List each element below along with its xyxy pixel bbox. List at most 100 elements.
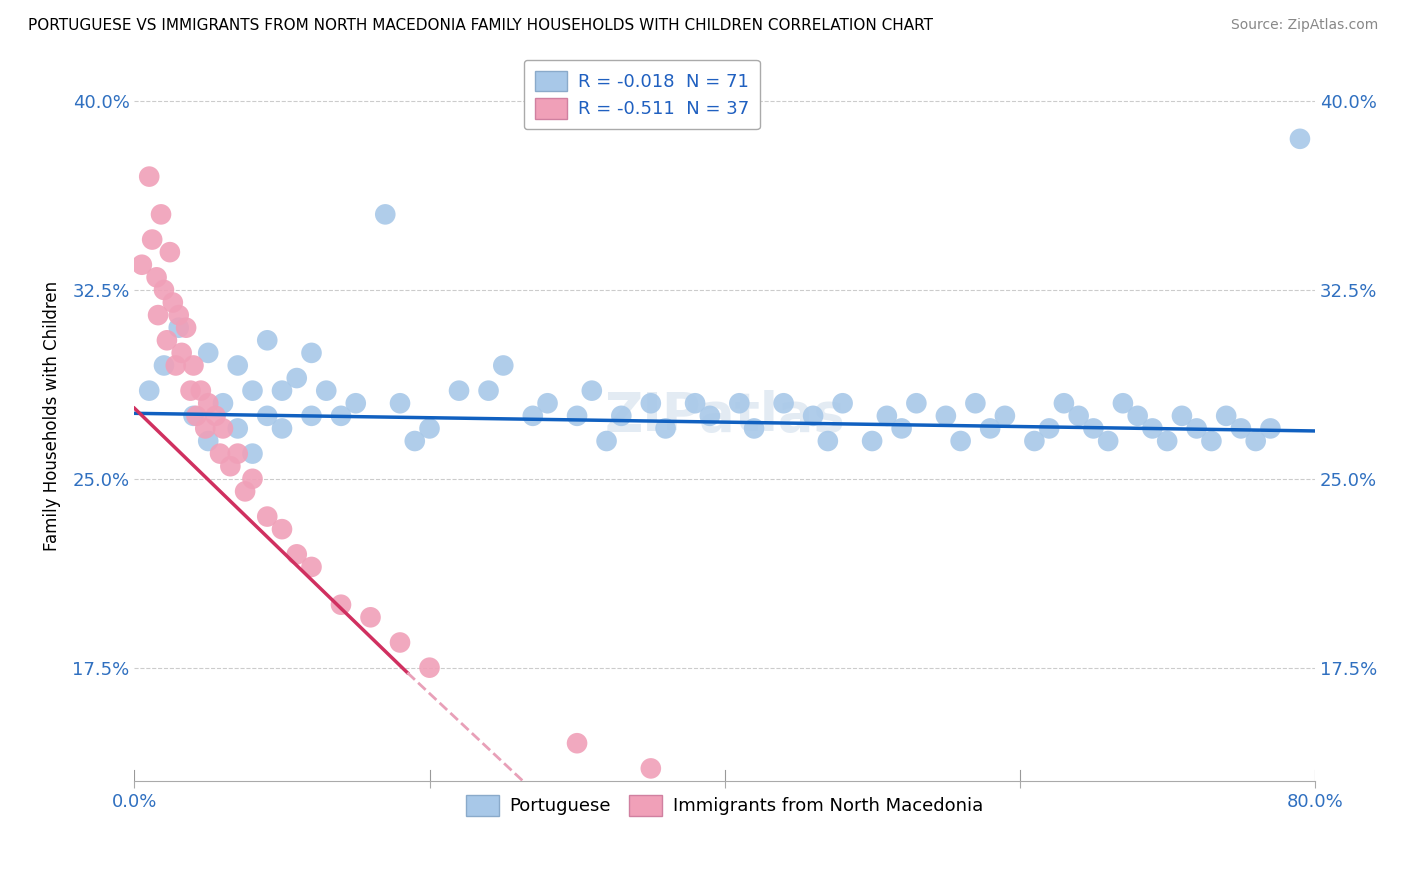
- Point: [418, 661, 440, 675]
- Point: [1289, 132, 1312, 146]
- Point: [226, 359, 249, 373]
- Point: [1038, 421, 1060, 435]
- Point: [285, 547, 308, 561]
- Point: [242, 447, 264, 461]
- Point: [1053, 396, 1076, 410]
- Point: [138, 169, 160, 184]
- Point: [683, 396, 706, 410]
- Point: [145, 270, 167, 285]
- Point: [174, 320, 197, 334]
- Point: [565, 736, 588, 750]
- Point: [256, 409, 278, 423]
- Point: [167, 320, 190, 334]
- Point: [492, 359, 515, 373]
- Point: [170, 346, 193, 360]
- Point: [905, 396, 928, 410]
- Point: [190, 384, 212, 398]
- Legend: Portuguese, Immigrants from North Macedonia: Portuguese, Immigrants from North Macedo…: [456, 784, 994, 827]
- Point: [156, 333, 179, 347]
- Point: [1156, 434, 1178, 448]
- Point: [1215, 409, 1237, 423]
- Point: [389, 396, 412, 410]
- Point: [389, 635, 412, 649]
- Point: [167, 308, 190, 322]
- Point: [640, 761, 662, 775]
- Point: [890, 421, 912, 435]
- Point: [242, 384, 264, 398]
- Point: [204, 409, 226, 423]
- Point: [418, 421, 440, 435]
- Point: [197, 346, 219, 360]
- Point: [197, 434, 219, 448]
- Point: [654, 421, 676, 435]
- Point: [1201, 434, 1223, 448]
- Point: [640, 396, 662, 410]
- Point: [183, 409, 205, 423]
- Point: [994, 409, 1017, 423]
- Point: [1230, 421, 1253, 435]
- Point: [186, 409, 208, 423]
- Point: [131, 258, 153, 272]
- Point: [301, 560, 323, 574]
- Point: [301, 409, 323, 423]
- Point: [162, 295, 184, 310]
- Text: Source: ZipAtlas.com: Source: ZipAtlas.com: [1230, 18, 1378, 32]
- Point: [1260, 421, 1282, 435]
- Point: [219, 459, 242, 474]
- Point: [979, 421, 1001, 435]
- Point: [610, 409, 633, 423]
- Point: [360, 610, 382, 624]
- Point: [301, 346, 323, 360]
- Point: [153, 283, 176, 297]
- Point: [330, 409, 353, 423]
- Y-axis label: Family Households with Children: Family Households with Children: [44, 281, 60, 551]
- Point: [344, 396, 367, 410]
- Point: [935, 409, 957, 423]
- Point: [141, 233, 163, 247]
- Point: [153, 359, 176, 373]
- Point: [1126, 409, 1149, 423]
- Point: [595, 434, 617, 448]
- Point: [256, 333, 278, 347]
- Point: [536, 396, 558, 410]
- Point: [742, 421, 765, 435]
- Point: [165, 359, 187, 373]
- Point: [1067, 409, 1090, 423]
- Point: [146, 308, 169, 322]
- Point: [965, 396, 987, 410]
- Point: [565, 409, 588, 423]
- Point: [194, 421, 217, 435]
- Point: [817, 434, 839, 448]
- Point: [233, 484, 256, 499]
- Point: [1097, 434, 1119, 448]
- Point: [374, 207, 396, 221]
- Point: [831, 396, 853, 410]
- Point: [1142, 421, 1164, 435]
- Point: [404, 434, 426, 448]
- Point: [477, 384, 499, 398]
- Point: [801, 409, 824, 423]
- Point: [285, 371, 308, 385]
- Point: [315, 384, 337, 398]
- Text: PORTUGUESE VS IMMIGRANTS FROM NORTH MACEDONIA FAMILY HOUSEHOLDS WITH CHILDREN CO: PORTUGUESE VS IMMIGRANTS FROM NORTH MACE…: [28, 18, 934, 33]
- Point: [728, 396, 751, 410]
- Point: [256, 509, 278, 524]
- Point: [208, 447, 231, 461]
- Point: [1244, 434, 1267, 448]
- Point: [180, 384, 202, 398]
- Point: [876, 409, 898, 423]
- Point: [772, 396, 794, 410]
- Point: [860, 434, 883, 448]
- Point: [159, 245, 181, 260]
- Point: [271, 522, 294, 536]
- Point: [1024, 434, 1046, 448]
- Point: [1171, 409, 1194, 423]
- Point: [212, 421, 235, 435]
- Point: [197, 396, 219, 410]
- Point: [949, 434, 972, 448]
- Point: [1083, 421, 1105, 435]
- Point: [212, 396, 235, 410]
- Point: [150, 207, 173, 221]
- Point: [138, 384, 160, 398]
- Text: ZIPatlas: ZIPatlas: [605, 390, 845, 442]
